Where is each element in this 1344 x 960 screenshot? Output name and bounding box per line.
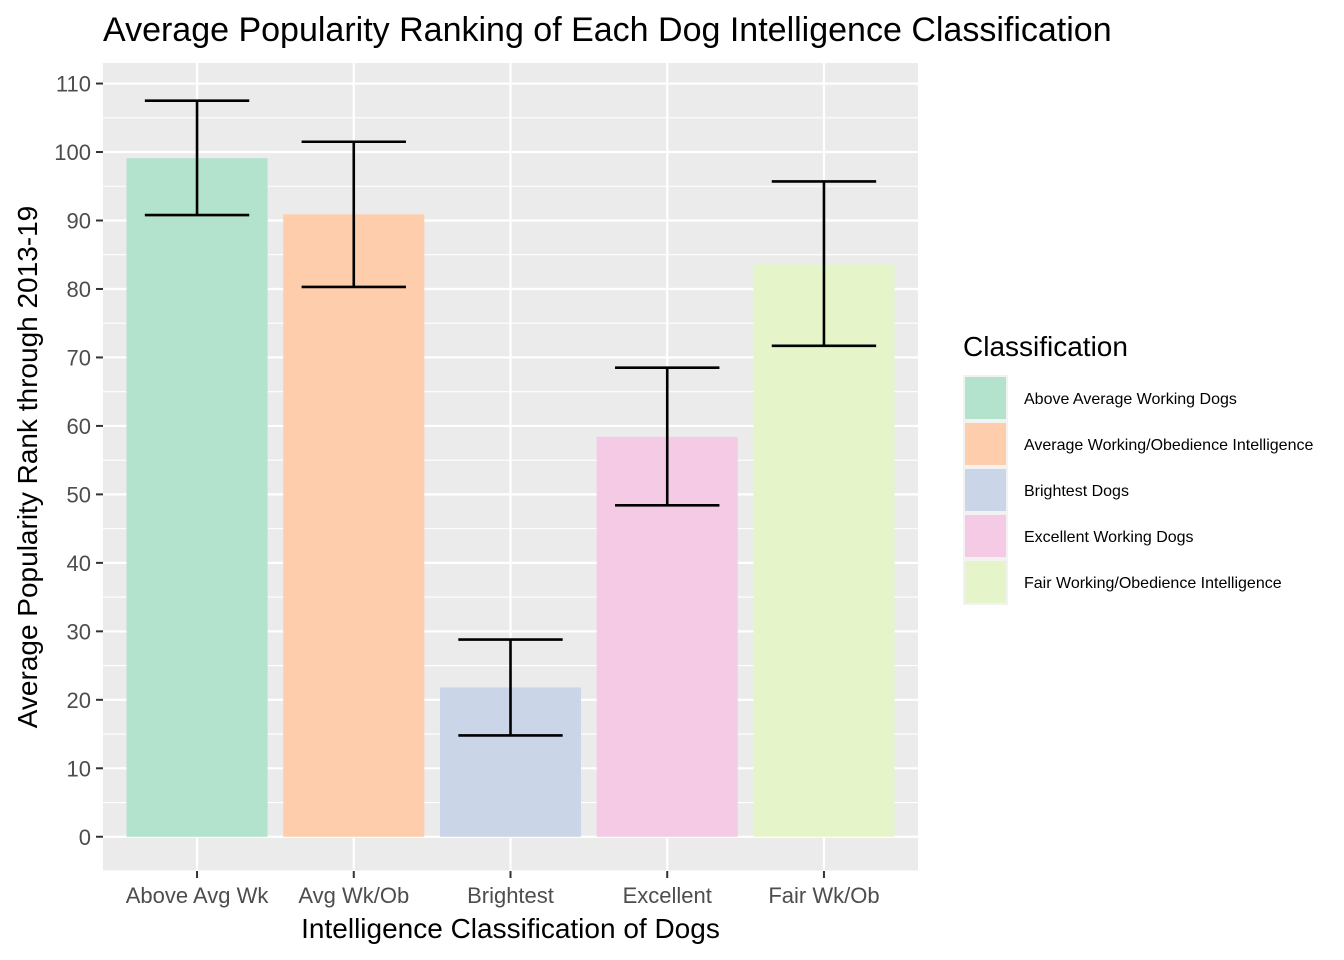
y-tick-label: 70 bbox=[67, 345, 91, 370]
y-tick-label: 90 bbox=[67, 208, 91, 233]
x-tick-label: Excellent bbox=[623, 883, 712, 908]
legend-label: Excellent Working Dogs bbox=[1024, 529, 1194, 546]
y-tick-label: 30 bbox=[67, 619, 91, 644]
y-tick-label: 60 bbox=[67, 414, 91, 439]
y-tick-label: 0 bbox=[79, 825, 91, 850]
error-bar bbox=[301, 140, 406, 289]
legend-swatch bbox=[965, 469, 1006, 511]
bar bbox=[126, 158, 268, 837]
error-bar bbox=[771, 180, 877, 348]
legend-title: Classification bbox=[963, 331, 1128, 362]
bars bbox=[126, 158, 895, 837]
legend-label: Fair Working/Obedience Intelligence bbox=[1024, 575, 1282, 592]
legend-swatch bbox=[965, 423, 1006, 465]
chart-title: Average Popularity Ranking of Each Dog I… bbox=[103, 11, 1112, 49]
x-tick-label: Avg Wk/Ob bbox=[298, 883, 409, 908]
x-tick-label: Above Avg Wk bbox=[126, 883, 270, 908]
bar bbox=[283, 214, 425, 837]
x-tick-label: Fair Wk/Ob bbox=[768, 883, 879, 908]
y-tick-label: 40 bbox=[67, 551, 91, 576]
legend-item: Above Average Working Dogs bbox=[963, 375, 1237, 421]
y-axis-title: Average Popularity Rank through 2013-19 bbox=[12, 206, 43, 729]
bar bbox=[753, 264, 895, 837]
legend-item: Average Working/Obedience Intelligence bbox=[963, 421, 1313, 467]
error-bars bbox=[144, 99, 877, 737]
y-tick-label: 50 bbox=[67, 482, 91, 507]
legend-label: Brightest Dogs bbox=[1024, 483, 1129, 500]
y-tick-label: 10 bbox=[67, 756, 91, 781]
error-bar bbox=[458, 638, 563, 737]
legend-label: Above Average Working Dogs bbox=[1024, 391, 1237, 408]
legend-swatch bbox=[965, 561, 1006, 603]
x-axis-title: Intelligence Classification of Dogs bbox=[301, 913, 720, 944]
y-tick-label: 110 bbox=[56, 72, 91, 97]
legend-swatch bbox=[965, 377, 1006, 419]
y-tick-label: 80 bbox=[67, 277, 91, 302]
x-axis: Above Avg Wk Avg Wk/Ob Brightest Excellent F… bbox=[126, 871, 880, 908]
error-bar bbox=[144, 99, 250, 217]
y-axis: 0 10 20 30 40 50 60 70 80 90 100 110 bbox=[54, 72, 103, 850]
legend-label: Average Working/Obedience Intelligence bbox=[1024, 437, 1313, 454]
y-tick-label: 100 bbox=[54, 140, 91, 165]
legend-item: Fair Working/Obedience Intelligence bbox=[963, 559, 1282, 605]
x-tick-label: Brightest bbox=[467, 883, 554, 908]
error-bar bbox=[615, 366, 720, 507]
legend: Classification Above Average Working Dog… bbox=[963, 331, 1313, 605]
legend-swatch bbox=[965, 515, 1006, 557]
legend-item: Brightest Dogs bbox=[963, 467, 1129, 513]
legend-item: Excellent Working Dogs bbox=[963, 513, 1194, 559]
y-tick-label: 20 bbox=[67, 688, 91, 713]
